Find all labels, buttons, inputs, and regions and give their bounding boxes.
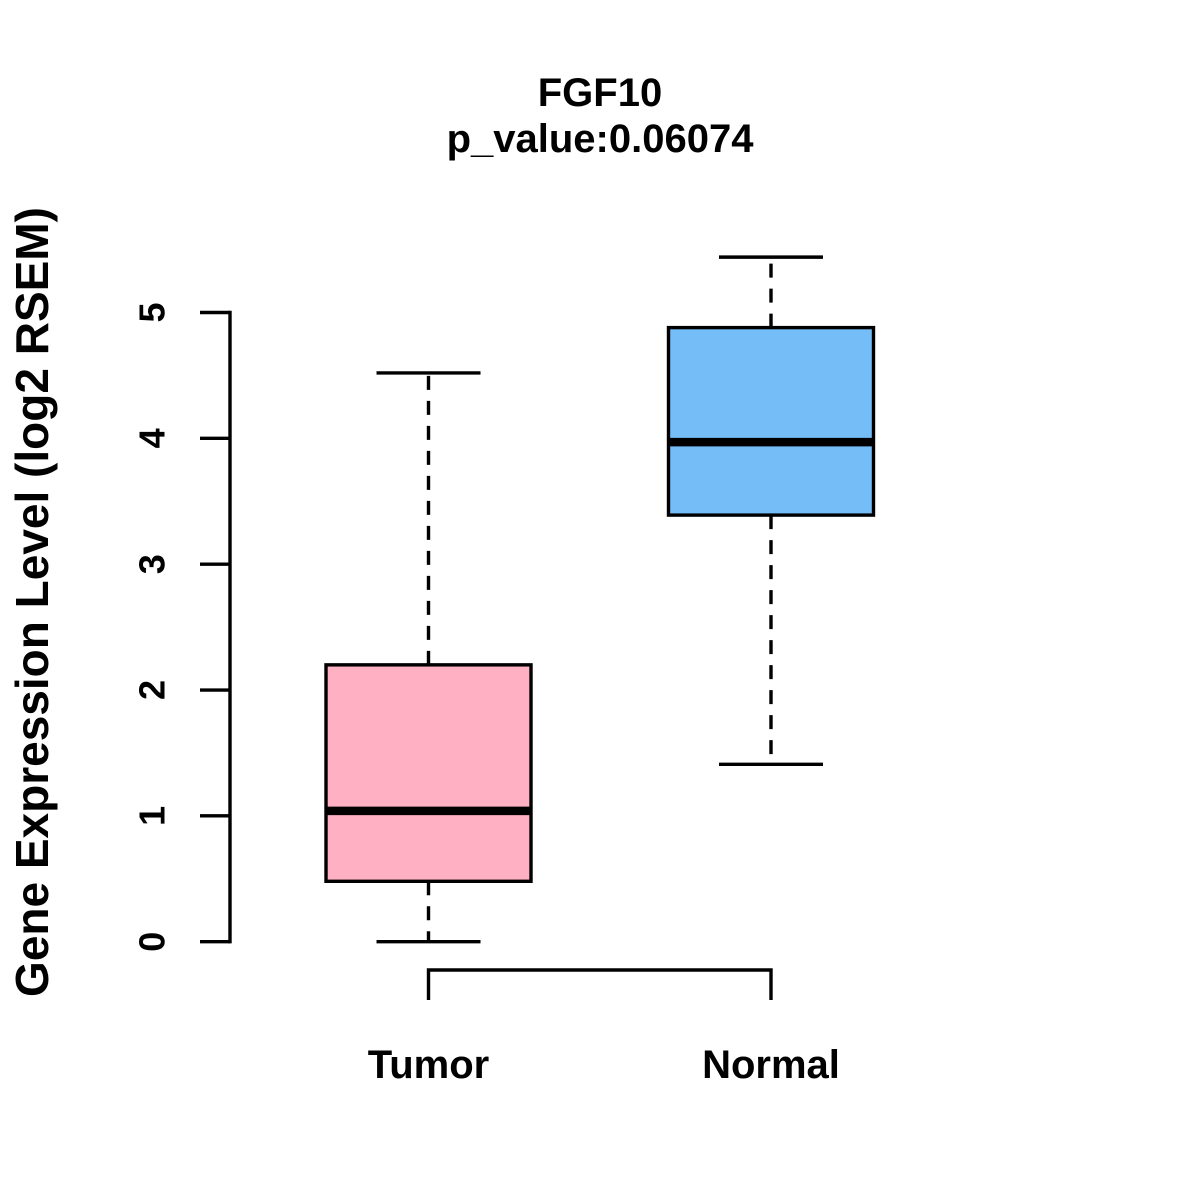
x-axis-bracket (426, 968, 773, 1000)
y-axis-tick-label: 0 (132, 932, 173, 952)
chart-subtitle-pvalue: p_value:0.06074 (446, 117, 754, 161)
box-normal (666, 325, 876, 517)
category-label-normal: Normal (702, 1043, 840, 1087)
category-label-tumor: Tumor (368, 1043, 489, 1087)
y-axis-tick-label: 2 (132, 680, 173, 700)
y-axis-tick-label: 5 (132, 302, 173, 322)
y-axis-title: Gene Expression Level (log2 RSEM) (6, 207, 58, 997)
y-axis-tick-label: 3 (132, 554, 173, 574)
chart-title-block: FGF10 p_value:0.06074 (200, 70, 1000, 162)
box-tumor (324, 663, 533, 883)
y-axis-tick-label: 4 (132, 428, 173, 448)
y-axis-tick-label: 1 (132, 806, 173, 826)
chart-title: FGF10 (537, 71, 663, 115)
